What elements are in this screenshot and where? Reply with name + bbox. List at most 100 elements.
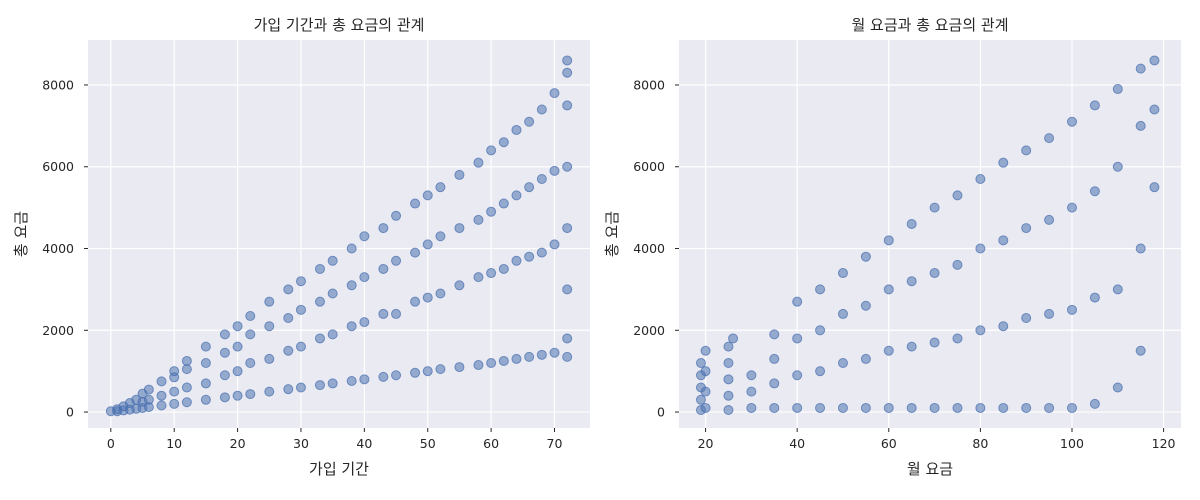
plot-area	[679, 40, 1181, 428]
data-point	[952, 190, 963, 201]
axis-ticks: 0 10 20 30 40 50 60 70 0 2000 4000 6000 8000	[42, 77, 562, 451]
data-point	[410, 367, 421, 378]
scatter-points	[105, 55, 573, 417]
data-point	[723, 341, 734, 352]
x-tick-label: 100	[1060, 436, 1084, 451]
data-point	[975, 402, 986, 413]
data-point	[1044, 214, 1055, 225]
data-point	[486, 268, 497, 279]
data-point	[815, 325, 826, 336]
data-point	[1112, 382, 1123, 393]
data-point	[511, 353, 522, 364]
data-point	[549, 239, 560, 250]
data-point	[1149, 182, 1160, 193]
axis-ticks: 20 40 60 80 100 120 0 2000 4000 6000 8000	[633, 77, 1175, 451]
data-point	[511, 190, 522, 201]
data-point	[200, 394, 211, 405]
x-axis-label: 가입 기간	[309, 460, 369, 478]
data-point	[295, 276, 306, 287]
data-point	[410, 247, 421, 258]
data-point	[1021, 402, 1032, 413]
x-tick-label: 70	[547, 436, 563, 451]
data-point	[1066, 116, 1077, 127]
data-point	[929, 202, 940, 213]
data-point	[295, 304, 306, 315]
data-point	[860, 353, 871, 364]
chart-title: 가입 기간과 총 요금의 관계	[254, 16, 425, 34]
data-point	[975, 174, 986, 185]
data-point	[232, 321, 243, 332]
data-point	[245, 389, 256, 400]
data-point	[549, 347, 560, 358]
data-point	[723, 357, 734, 368]
data-point	[1135, 63, 1146, 74]
data-point	[1021, 145, 1032, 156]
data-point	[169, 366, 180, 377]
data-point	[314, 296, 325, 307]
data-point	[454, 280, 465, 291]
x-tick-label: 20	[230, 436, 246, 451]
data-point	[264, 321, 275, 332]
data-point	[700, 345, 711, 356]
data-point	[1044, 308, 1055, 319]
data-point	[860, 402, 871, 413]
data-point	[314, 333, 325, 344]
data-point	[498, 137, 509, 148]
data-point	[378, 223, 389, 234]
data-point	[1089, 398, 1100, 409]
data-point	[1135, 243, 1146, 254]
data-point	[473, 214, 484, 225]
data-point	[359, 231, 370, 242]
data-point	[346, 280, 357, 291]
data-point	[1112, 161, 1123, 172]
data-point	[314, 263, 325, 274]
x-tick-label: 0	[107, 436, 115, 451]
data-point	[156, 400, 167, 411]
data-point	[245, 357, 256, 368]
data-point	[792, 402, 803, 413]
data-point	[815, 366, 826, 377]
data-point	[536, 247, 547, 258]
data-point	[378, 308, 389, 319]
data-point	[327, 378, 338, 389]
y-axis-label: 총 요금	[12, 211, 30, 257]
data-point	[486, 357, 497, 368]
data-point	[815, 402, 826, 413]
data-point	[219, 392, 230, 403]
data-point	[200, 378, 211, 389]
data-point	[181, 355, 192, 366]
data-point	[410, 296, 421, 307]
y-tick-label: 8000	[42, 77, 74, 92]
data-point	[200, 357, 211, 368]
data-point	[837, 402, 848, 413]
data-point	[264, 353, 275, 364]
data-point	[562, 55, 573, 66]
x-tick-label: 40	[356, 436, 372, 451]
data-point	[524, 182, 535, 193]
data-point	[435, 182, 446, 193]
data-point	[283, 384, 294, 395]
data-point	[283, 284, 294, 295]
data-point	[378, 263, 389, 274]
x-tick-label: 20	[698, 436, 714, 451]
x-tick-label: 50	[420, 436, 436, 451]
data-point	[295, 341, 306, 352]
data-point	[391, 255, 402, 266]
gridlines	[679, 40, 1181, 428]
data-point	[169, 386, 180, 397]
data-point	[746, 386, 757, 397]
data-point	[769, 329, 780, 340]
data-point	[378, 371, 389, 382]
data-point	[562, 100, 573, 111]
data-point	[1021, 223, 1032, 234]
data-point	[860, 251, 871, 262]
data-point	[156, 376, 167, 387]
data-point	[232, 341, 243, 352]
data-point	[562, 284, 573, 295]
data-point	[327, 288, 338, 299]
data-point	[422, 239, 433, 250]
data-point	[929, 337, 940, 348]
x-tick-label: 10	[166, 436, 182, 451]
data-point	[723, 390, 734, 401]
data-point	[723, 405, 734, 416]
